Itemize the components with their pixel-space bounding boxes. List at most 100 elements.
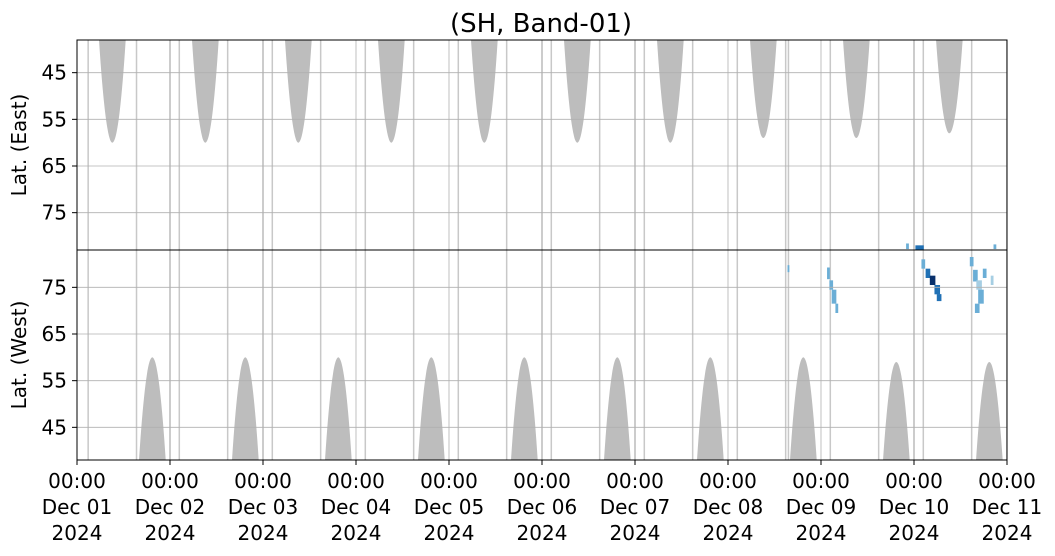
mask-region-2: [324, 357, 352, 460]
mask-region-4: [470, 40, 498, 143]
panels-layer: 45 55 65 75 Lat. (East) 45 55 65 75 Lat. (West): [7, 39, 1008, 461]
panel-content: [87, 40, 1007, 250]
data-cell-3: [831, 289, 837, 304]
x-tick-date: Dec 09: [786, 495, 857, 519]
mask-region-5: [563, 40, 591, 143]
x-tick-time: 00:00: [234, 469, 292, 493]
mask-region-9: [976, 362, 1003, 460]
x-tick-date: Dec 04: [321, 495, 392, 519]
x-tick-time: 00:00: [792, 469, 850, 493]
mask-region-8: [883, 362, 910, 460]
data-cell-1: [915, 245, 924, 250]
y-tick-label: 65: [42, 322, 67, 346]
x-tick-time: 00:00: [420, 469, 478, 493]
panel-content: [87, 250, 1007, 460]
data-cell-8: [934, 285, 941, 295]
panel-east: 45 55 65 75 Lat. (East): [7, 39, 1008, 251]
data-cell-10: [969, 257, 974, 267]
x-tick-date: Dec 02: [135, 495, 206, 519]
data-cell-16: [990, 275, 994, 285]
data-cell-1: [827, 267, 830, 280]
x-tick-date: Dec 01: [42, 495, 113, 519]
x-tick-time: 00:00: [606, 469, 664, 493]
y-tick-label: 45: [42, 415, 67, 439]
mask-region-9: [936, 40, 963, 134]
mask-region-7: [750, 40, 777, 138]
mask-region-0: [98, 40, 126, 143]
data-cell-13: [978, 289, 984, 304]
data-cell-2: [829, 280, 834, 290]
x-tick-year: 2024: [331, 521, 382, 545]
data-cell-7: [929, 275, 936, 285]
data-cell-4: [835, 303, 839, 313]
chart-title: (SH, Band-01): [450, 9, 632, 39]
data-cell-5: [921, 259, 926, 269]
x-tick-year: 2024: [424, 521, 475, 545]
mask-region-5: [603, 357, 631, 460]
x-tick-year: 2024: [889, 521, 940, 545]
y-axis-label: Lat. (West): [7, 301, 31, 410]
x-tick-year: 2024: [982, 521, 1033, 545]
data-cell-14: [974, 303, 980, 313]
x-tick-year: 2024: [796, 521, 847, 545]
x-tick-time: 00:00: [141, 469, 199, 493]
x-tick-date: Dec 08: [693, 495, 764, 519]
mask-region-3: [377, 40, 405, 143]
data-cell-0: [787, 265, 790, 273]
x-tick-date: Dec 06: [507, 495, 578, 519]
y-tick-label: 75: [42, 201, 67, 225]
data-cell-15: [982, 268, 987, 278]
mask-region-3: [417, 357, 445, 460]
x-tick-time: 00:00: [327, 469, 385, 493]
x-tick-date: Dec 10: [879, 495, 950, 519]
mask-region-8: [843, 40, 870, 138]
x-tick-date: Dec 11: [972, 495, 1043, 519]
mask-region-2: [284, 40, 312, 143]
x-tick-date: Dec 03: [228, 495, 299, 519]
x-tick-time: 00:00: [978, 469, 1036, 493]
x-tick-time: 00:00: [48, 469, 106, 493]
x-tick-year: 2024: [145, 521, 196, 545]
mask-region-0: [138, 357, 166, 460]
y-axis-label: Lat. (East): [7, 94, 31, 197]
x-tick-time: 00:00: [699, 469, 757, 493]
mask-region-7: [789, 357, 817, 460]
data-cell-2: [993, 244, 997, 250]
panel-west: 45 55 65 75 Lat. (West): [7, 249, 1008, 461]
mask-region-6: [696, 357, 724, 460]
y-tick-label: 75: [42, 275, 67, 299]
x-tick-year: 2024: [610, 521, 661, 545]
x-tick-time: 00:00: [885, 469, 943, 493]
x-tick-year: 2024: [517, 521, 568, 545]
mask-region-4: [510, 357, 538, 460]
x-tick-date: Dec 05: [414, 495, 485, 519]
data-cell-12: [976, 280, 982, 290]
data-cell-11: [973, 269, 978, 282]
y-tick-label: 55: [42, 369, 67, 393]
y-tick-label: 65: [42, 154, 67, 178]
y-tick-label: 55: [42, 107, 67, 131]
y-tick-label: 45: [42, 61, 67, 85]
mask-region-6: [656, 40, 684, 143]
data-cell-9: [936, 294, 942, 302]
mask-region-1: [191, 40, 219, 143]
x-tick-year: 2024: [238, 521, 289, 545]
x-tick-date: Dec 07: [600, 495, 671, 519]
data-cell-0: [906, 243, 909, 250]
data-cell-6: [925, 268, 931, 278]
mask-region-1: [231, 357, 259, 460]
x-tick-year: 2024: [52, 521, 103, 545]
